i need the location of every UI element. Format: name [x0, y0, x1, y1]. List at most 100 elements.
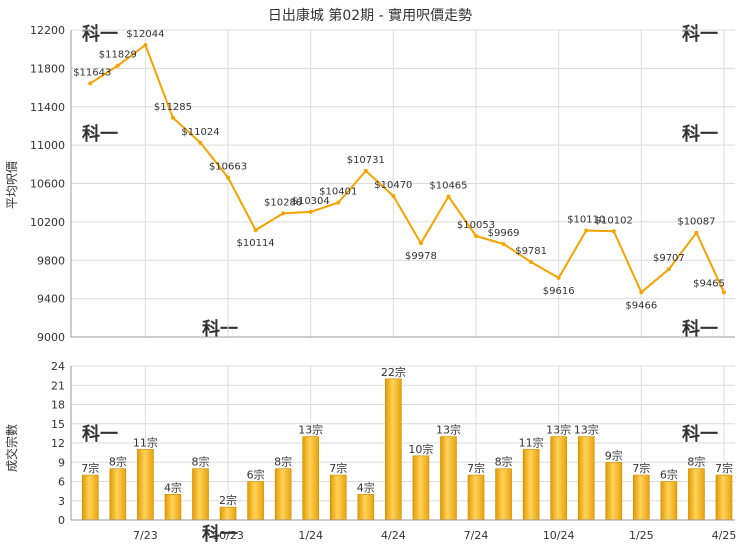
price-point — [446, 194, 451, 199]
transaction-bar — [329, 474, 347, 521]
price-point — [226, 175, 231, 180]
price-point — [556, 275, 561, 280]
bar-data-label: 8宗 — [274, 455, 292, 469]
x-tick-label: 10/24 — [543, 529, 575, 542]
count-y-tick-label: 9 — [58, 456, 65, 469]
watermark-text: 科一 — [682, 318, 718, 340]
price-point — [474, 233, 479, 238]
price-point — [391, 193, 396, 198]
price-point — [115, 63, 120, 68]
price-data-label: $9707 — [653, 253, 685, 264]
price-data-label: $10053 — [457, 220, 495, 231]
x-tick-label: 7/24 — [464, 529, 489, 542]
price-point — [666, 267, 671, 272]
bar-data-label: 13宗 — [436, 423, 461, 437]
bar-data-label: 4宗 — [357, 480, 375, 494]
count-y-tick-label: 24 — [51, 360, 65, 373]
transaction-bar — [522, 449, 540, 521]
transaction-bar — [660, 481, 678, 521]
price-point — [418, 241, 423, 246]
transaction-bar — [412, 455, 430, 521]
price-data-label: $10110 — [567, 215, 605, 226]
watermark-text: 科一 — [82, 123, 118, 145]
price-point — [336, 200, 341, 205]
bar-data-label: 9宗 — [605, 448, 623, 462]
bar-data-label: 22宗 — [381, 365, 406, 379]
bar-data-label: 6宗 — [660, 468, 678, 482]
bar-data-label: 2宗 — [219, 493, 237, 507]
transaction-bar — [274, 468, 292, 521]
price-y-tick-label: 9400 — [37, 293, 65, 306]
price-point — [143, 42, 148, 47]
bar-data-label: 7宗 — [329, 461, 347, 475]
price-point — [308, 209, 313, 214]
price-point — [721, 290, 726, 295]
price-grid: 9000 9400 9800 10200 10600 11000 11400 11800 122… — [30, 24, 735, 344]
price-data-label: $10663 — [209, 161, 247, 172]
count-y-tick-label: 12 — [51, 437, 65, 450]
x-tick-label: 4/25 — [712, 529, 737, 542]
bar-data-label: 8宗 — [495, 455, 513, 469]
price-point — [584, 228, 589, 233]
bar-data-label: 8宗 — [191, 455, 209, 469]
transaction-bar — [385, 378, 402, 521]
bar-data-label: 7宗 — [715, 461, 733, 475]
price-data-label: $10731 — [347, 155, 385, 166]
price-y-tick-label: 9000 — [37, 331, 65, 344]
bar-data-label: 13宗 — [546, 423, 571, 437]
price-point — [363, 168, 368, 173]
price-y-tick-label: 11000 — [30, 139, 65, 152]
price-data-label: $10465 — [429, 180, 467, 191]
price-point — [198, 140, 203, 145]
x-tick-label: 1/25 — [629, 529, 654, 542]
transaction-bar — [192, 468, 209, 521]
price-point — [639, 290, 644, 295]
price-point — [253, 228, 258, 233]
transaction-bar — [440, 436, 457, 521]
watermark-text: 科一 — [202, 523, 238, 545]
price-point — [170, 115, 175, 120]
count-y-tick-label: 18 — [51, 399, 65, 412]
bar-data-label: 8宗 — [109, 455, 127, 469]
transaction-bar — [247, 481, 264, 521]
watermark-text: 科一 — [82, 23, 118, 45]
transaction-bar — [109, 468, 127, 521]
price-y-tick-label: 11400 — [30, 101, 65, 114]
watermark-text: 科一 — [682, 23, 718, 45]
price-data-label: $10288 — [264, 197, 302, 208]
count-y-tick-label: 15 — [51, 418, 65, 431]
bar-data-label: 6宗 — [247, 468, 265, 482]
count-y-tick-label: 3 — [58, 495, 65, 508]
watermark-text: 科一 — [682, 123, 718, 145]
count-y-axis-label: 成交宗數 — [4, 424, 19, 472]
transaction-bar — [495, 468, 512, 521]
price-data-label: $10470 — [374, 180, 412, 191]
price-point — [501, 242, 506, 247]
transaction-bar — [302, 436, 320, 521]
x-tick-label: 7/23 — [133, 529, 158, 542]
price-y-tick-label: 12200 — [30, 24, 65, 37]
price-data-label: $10114 — [237, 238, 275, 249]
price-data-label: $11024 — [181, 127, 219, 138]
x-tick-label: 4/24 — [381, 529, 406, 542]
count-y-tick-label: 21 — [51, 379, 65, 392]
price-data-label: $9465 — [693, 278, 725, 289]
transaction-bar — [357, 494, 375, 521]
transaction-bar — [605, 461, 623, 521]
price-data-label: $10102 — [595, 215, 633, 226]
count-y-tick-label: 0 — [58, 514, 65, 527]
transaction-bar — [688, 468, 705, 521]
price-point — [529, 260, 534, 265]
count-y-tick-label: 6 — [58, 476, 65, 489]
price-y-tick-label: 10600 — [30, 178, 65, 191]
bar-data-label: 10宗 — [408, 442, 433, 456]
transaction-bar — [633, 474, 650, 521]
price-data-label: $11285 — [154, 102, 192, 113]
transaction-bar — [550, 436, 567, 521]
bar-data-label: 8宗 — [687, 455, 705, 469]
price-data-label: $10304 — [292, 196, 330, 207]
transaction-bar — [164, 494, 182, 521]
count-bars — [81, 378, 733, 521]
